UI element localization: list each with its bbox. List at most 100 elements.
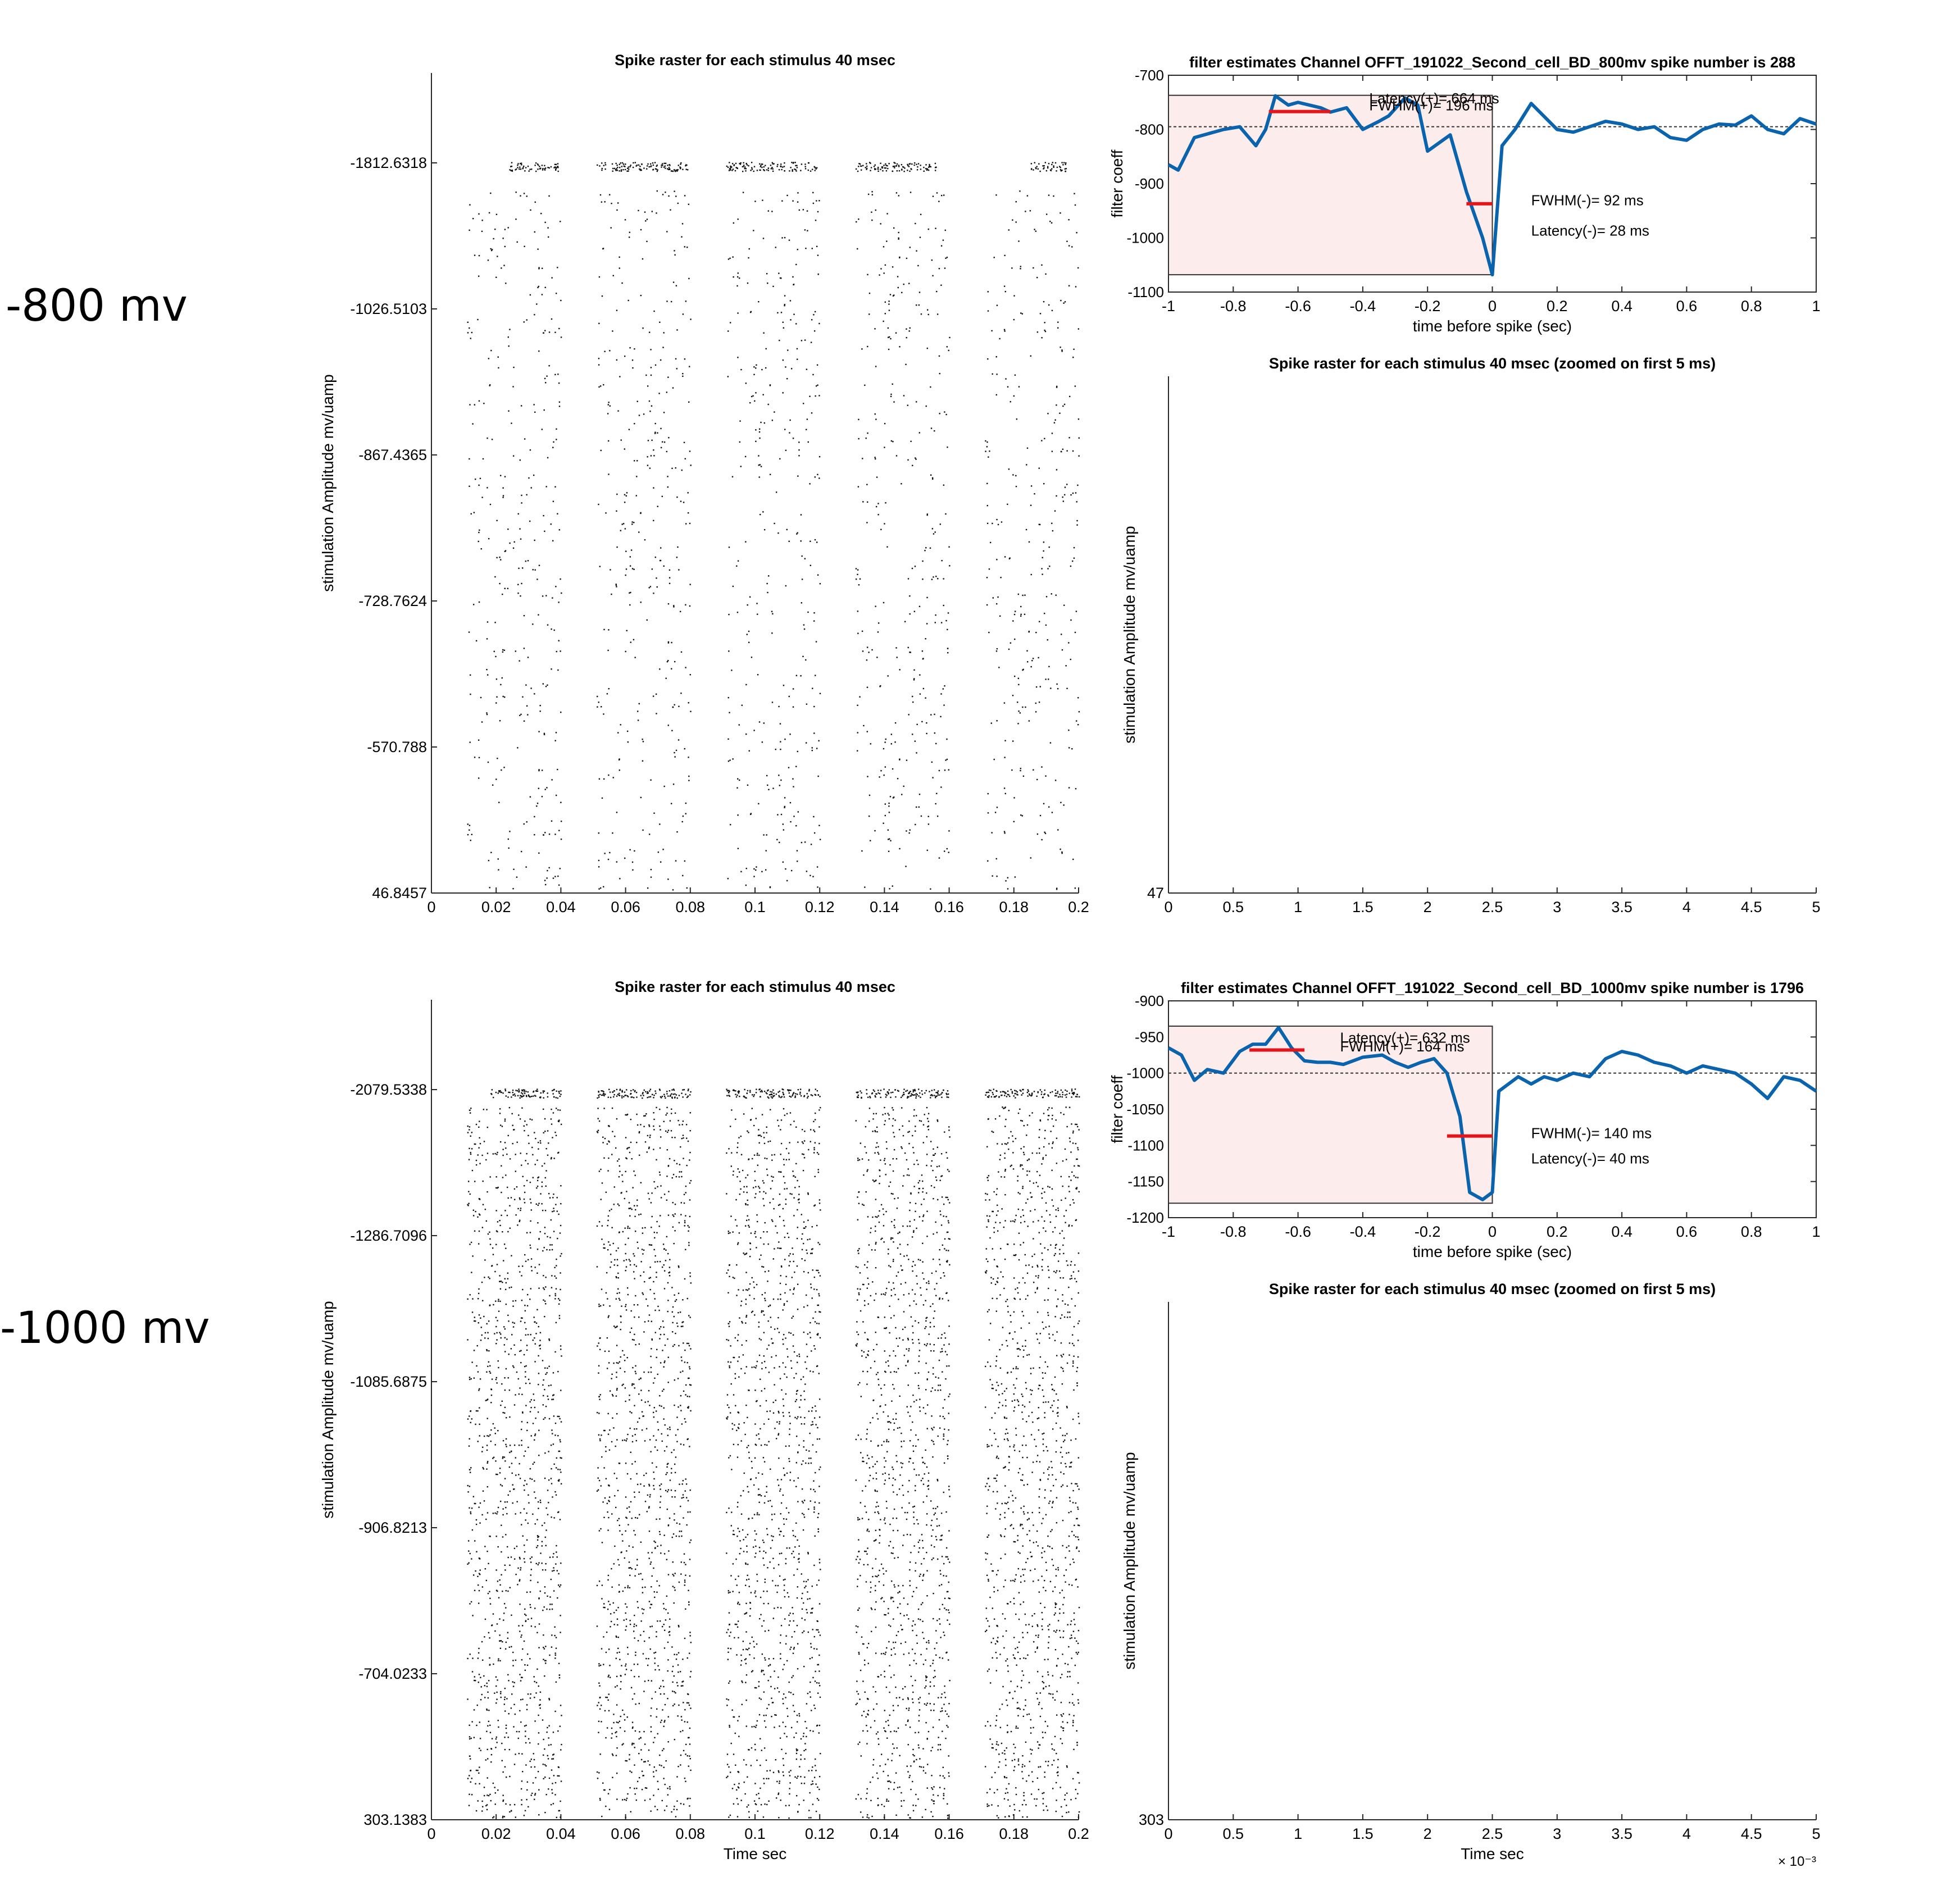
spike-point <box>486 1349 488 1351</box>
spike-point <box>494 229 496 230</box>
spike-point <box>1076 720 1077 722</box>
spike-point <box>1048 1401 1049 1403</box>
spike-point <box>488 1361 490 1363</box>
spike-point <box>811 319 813 321</box>
spike-point <box>922 1304 925 1306</box>
spike-burst-point <box>635 165 637 167</box>
spike-point <box>539 1340 541 1341</box>
spike-point <box>866 731 868 732</box>
spike-point <box>498 1366 499 1369</box>
spike-point <box>476 1345 478 1347</box>
spike-point <box>555 586 557 587</box>
spike-point <box>819 583 821 585</box>
spike-point <box>552 1137 553 1138</box>
spike-point <box>634 1333 635 1336</box>
spike-point <box>540 1142 542 1144</box>
spike-point <box>486 1399 489 1400</box>
spike-point <box>604 1137 606 1140</box>
spike-point <box>549 1249 551 1251</box>
spike-point <box>794 1401 797 1402</box>
spike-point <box>758 476 760 478</box>
spike-point <box>663 1194 666 1195</box>
spike-point <box>772 1298 775 1300</box>
spike-point <box>1004 792 1006 795</box>
spike-point <box>491 1378 493 1380</box>
spike-point <box>729 1264 730 1266</box>
spike-point <box>1037 1266 1039 1268</box>
spike-point <box>519 714 521 717</box>
spike-burst-point <box>541 165 543 166</box>
spike-point <box>529 1299 531 1300</box>
spike-point <box>663 1326 665 1328</box>
spike-point <box>893 294 895 296</box>
spike-point <box>530 1202 532 1204</box>
spike-point <box>467 321 469 323</box>
spike-point <box>1025 1388 1027 1390</box>
spike-point <box>505 1147 507 1149</box>
spike-point <box>607 1225 608 1227</box>
spike-point <box>918 1187 921 1190</box>
spike-point <box>486 1191 488 1193</box>
spike-point <box>936 192 938 194</box>
spike-point <box>529 796 531 798</box>
spike-point <box>677 1119 679 1122</box>
spike-point <box>671 803 672 804</box>
spike-point <box>784 1236 786 1238</box>
spike-point <box>647 1135 649 1137</box>
spike-point <box>632 1187 634 1188</box>
spike-point <box>470 513 472 515</box>
spike-point <box>733 1356 734 1359</box>
spike-point <box>1044 1137 1046 1140</box>
spike-point <box>486 712 488 714</box>
spike-point <box>657 1186 658 1188</box>
spike-point <box>1025 1340 1026 1341</box>
spike-point <box>653 1382 654 1384</box>
spike-point <box>771 1180 774 1182</box>
spike-point <box>893 796 895 798</box>
spike-point <box>468 1159 470 1160</box>
spike-point <box>1054 1244 1057 1246</box>
spike-burst-point <box>1043 167 1045 169</box>
spike-point <box>674 1204 676 1205</box>
spike-point <box>517 747 519 749</box>
spike-point <box>927 1404 929 1406</box>
spike-point <box>994 1283 997 1286</box>
spike-point <box>1005 880 1007 882</box>
x-tick-label: 0.04 <box>546 899 576 915</box>
spike-point <box>1032 658 1034 659</box>
spike-point <box>753 230 754 231</box>
spike-point <box>603 713 604 715</box>
spike-point <box>897 1345 899 1347</box>
spike-point <box>878 1384 880 1386</box>
spike-point <box>921 1204 922 1205</box>
spike-point <box>1025 529 1027 531</box>
spike-point <box>876 1216 878 1218</box>
spike-point <box>1004 330 1006 332</box>
spike-point <box>610 1267 611 1268</box>
spike-point <box>745 1315 748 1317</box>
spike-burst-point <box>896 163 898 165</box>
spike-point <box>925 697 926 699</box>
spike-burst-point <box>926 168 929 170</box>
spike-point <box>638 209 639 212</box>
spike-point <box>1054 1316 1056 1318</box>
spike-point <box>653 593 654 594</box>
spike-point <box>944 1275 945 1277</box>
spike-point <box>930 1350 932 1352</box>
spike-point <box>498 367 499 369</box>
spike-point <box>690 710 692 712</box>
spike-point <box>503 1344 506 1346</box>
spike-point <box>780 1119 783 1121</box>
spike-point <box>992 1384 993 1386</box>
spike-point <box>649 1405 651 1406</box>
spike-point <box>738 1412 740 1414</box>
spike-point <box>774 1384 775 1386</box>
spike-point <box>1019 1298 1021 1300</box>
spike-point <box>689 1112 691 1114</box>
spike-point <box>888 336 889 338</box>
spike-point <box>469 674 471 676</box>
spike-point <box>924 1114 925 1115</box>
spike-point <box>543 1287 544 1289</box>
spike-burst-point <box>884 167 885 169</box>
spike-point <box>526 1345 528 1346</box>
